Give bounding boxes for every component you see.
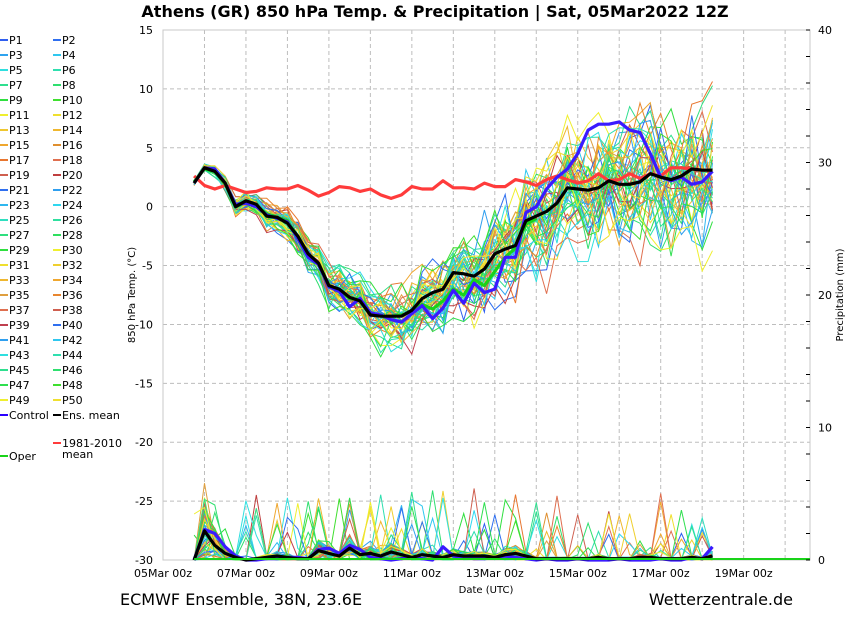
y-tick-label: 0	[146, 201, 153, 214]
x-tick-label: 07Mar 00z	[217, 567, 275, 580]
legend-label: P24	[62, 199, 83, 212]
y2-tick-label: 0	[818, 554, 825, 567]
legend-label: P16	[62, 139, 83, 152]
legend: P1 P2 P3 P4 P5 P6 P7 P8 P9 P10 P11 P12 P13 P14 P15 P16 P…	[0, 34, 122, 463]
y2-tick-label: 10	[818, 422, 832, 435]
legend-label: P45	[9, 364, 30, 377]
legend-label: P43	[9, 349, 30, 362]
x-tick-label: 15Mar 00z	[549, 567, 607, 580]
legend-label: P46	[62, 364, 83, 377]
chart-title: Athens (GR) 850 hPa Temp. & Precipitatio…	[141, 2, 728, 22]
y2-tick-label: 30	[818, 157, 832, 170]
legend-label: P36	[62, 289, 83, 302]
legend-label: mean	[62, 448, 93, 461]
legend-label: P12	[62, 109, 83, 122]
legend-label: P5	[9, 64, 23, 77]
legend-label: P42	[62, 334, 83, 347]
legend-label: P47	[9, 379, 30, 392]
x-axis: 05Mar 00z 07Mar 00z 09Mar 00z 11Mar 00z 13Ma…	[134, 567, 773, 580]
legend-label: P49	[9, 394, 30, 407]
member-temp-line-p48	[193, 133, 713, 326]
legend-label: P2	[62, 34, 76, 47]
legend-label: P35	[9, 289, 30, 302]
member-temp-line-p45	[193, 149, 713, 317]
legend-label: P30	[62, 244, 83, 257]
legend-label: P23	[9, 199, 30, 212]
y-axis-right: 40 30 20 10 0	[806, 24, 832, 567]
y2-tick-label: 40	[818, 24, 832, 37]
series-line-ens-mean	[192, 166, 713, 318]
legend-label: P29	[9, 244, 30, 257]
x-tick-label: 11Mar 00z	[383, 567, 441, 580]
series-line-1981-2010-mean	[193, 166, 713, 200]
legend-label: Ens. mean	[62, 409, 120, 422]
legend-label: P41	[9, 334, 30, 347]
y-tick-label: -20	[135, 436, 153, 449]
legend-label: P32	[62, 259, 83, 272]
legend-label: P37	[9, 304, 30, 317]
legend-label: P25	[9, 214, 30, 227]
legend-label: P6	[62, 64, 76, 77]
legend-label: P19	[9, 169, 30, 182]
y2-axis-label: Precipitation (mm)	[835, 248, 846, 341]
highlight-series	[192, 120, 810, 562]
legend-label: P31	[9, 259, 30, 272]
member-temp-line-p49	[193, 168, 713, 330]
legend-label: P20	[62, 169, 83, 182]
legend-label: P13	[9, 124, 30, 137]
legend-label: P26	[62, 214, 83, 227]
legend-label: P44	[62, 349, 83, 362]
legend-label: P50	[62, 394, 83, 407]
y-tick-label: -15	[135, 377, 153, 390]
legend-label: P17	[9, 154, 30, 167]
y2-tick-label: 20	[818, 289, 832, 302]
legend-label: P8	[62, 79, 76, 92]
legend-label: P3	[9, 49, 23, 62]
x-tick-label: 17Mar 00z	[632, 567, 690, 580]
x-tick-label: 19Mar 00z	[715, 567, 773, 580]
member-temp-line-p34	[193, 101, 713, 332]
legend-label: P40	[62, 319, 83, 332]
y-tick-label: -5	[142, 260, 153, 273]
y-axis-label: 850 hPa Temp. (°C)	[127, 247, 138, 343]
x-tick-label: 09Mar 00z	[300, 567, 358, 580]
legend-label: P18	[62, 154, 83, 167]
legend-label: P21	[9, 184, 30, 197]
legend-label: P14	[62, 124, 83, 137]
legend-label: Control	[9, 409, 49, 422]
legend-label: 1981-2010	[62, 437, 122, 450]
legend-label: P27	[9, 229, 30, 242]
legend-label: P39	[9, 319, 30, 332]
legend-label: Oper	[9, 450, 36, 463]
legend-label: P33	[9, 274, 30, 287]
legend-label: P1	[9, 34, 23, 47]
x-axis-label: Date (UTC)	[459, 585, 514, 596]
y-tick-label: -25	[135, 495, 153, 508]
y-tick-label: 15	[139, 24, 153, 37]
legend-label: P34	[62, 274, 83, 287]
member-temp-line-p32	[193, 123, 713, 344]
legend-label: P48	[62, 379, 83, 392]
footer-source: ECMWF Ensemble, 38N, 23.6E	[120, 590, 362, 609]
y-tick-label: 10	[139, 83, 153, 96]
legend-label: P28	[62, 229, 83, 242]
y-tick-label: -30	[135, 554, 153, 567]
y-axis-left: 15 10 5 0 -5 -10 -15 -20 -25 -30	[135, 24, 153, 567]
x-tick-label: 05Mar 00z	[134, 567, 192, 580]
footer-brand: Wetterzentrale.de	[649, 590, 793, 609]
y-tick-label: -10	[135, 318, 153, 331]
member-temp-line-p50	[193, 105, 713, 338]
legend-label: P4	[62, 49, 76, 62]
legend-label: P22	[62, 184, 83, 197]
legend-label: P38	[62, 304, 83, 317]
y-tick-label: 5	[146, 142, 153, 155]
legend-label: P10	[62, 94, 83, 107]
legend-label: P7	[9, 79, 23, 92]
x-tick-label: 13Mar 00z	[466, 567, 524, 580]
legend-label: P11	[9, 109, 30, 122]
legend-label: P9	[9, 94, 23, 107]
legend-label: P15	[9, 139, 30, 152]
